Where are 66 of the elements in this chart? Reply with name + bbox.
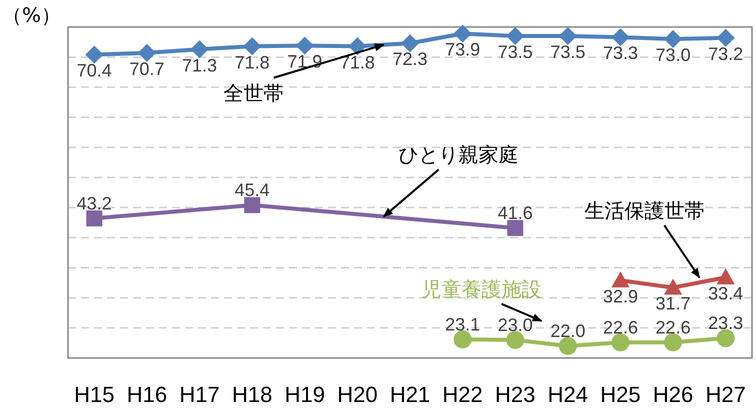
data-label: 71.8 xyxy=(234,52,270,72)
data-label: 45.4 xyxy=(234,180,270,200)
data-label: 43.2 xyxy=(76,193,112,214)
point xyxy=(296,36,314,55)
series-label: 児童養護施設 xyxy=(422,276,542,301)
data-label: 70.4 xyxy=(76,60,112,81)
point xyxy=(611,333,630,352)
data-label: 31.7 xyxy=(656,294,691,314)
data-label: 23.0 xyxy=(498,314,533,335)
data-label: 73.5 xyxy=(550,42,586,62)
data-label: 23.3 xyxy=(708,313,744,334)
data-label: 70.7 xyxy=(129,58,164,79)
x-tick-label: H20 xyxy=(337,382,378,407)
point xyxy=(664,278,682,295)
x-tick-label: H16 xyxy=(126,382,168,407)
text: ひとり親家庭 xyxy=(398,142,519,167)
point xyxy=(243,37,262,56)
point xyxy=(506,27,524,46)
data-label: 23.1 xyxy=(445,314,480,334)
data-label: 71.3 xyxy=(182,55,218,76)
data-label: 73.0 xyxy=(656,45,691,66)
x-tick-label: H19 xyxy=(284,382,325,407)
point xyxy=(558,27,577,46)
x-tick-label: H26 xyxy=(652,382,694,407)
point xyxy=(716,28,735,47)
x-tick-label: H25 xyxy=(600,382,641,407)
point xyxy=(401,34,419,52)
x-tick-label: H22 xyxy=(442,382,483,407)
point xyxy=(507,220,524,236)
x-tick-label: H23 xyxy=(495,382,536,407)
point xyxy=(716,329,735,348)
point xyxy=(664,333,682,352)
x-tick-label: H27 xyxy=(706,382,746,407)
data-label: 72.3 xyxy=(392,49,428,70)
point xyxy=(138,44,156,62)
data-label: 73.9 xyxy=(445,40,480,60)
x-tick-label: H17 xyxy=(179,382,220,407)
point xyxy=(454,24,472,43)
x-tick-label: H24 xyxy=(548,382,588,407)
data-label: 33.4 xyxy=(708,283,744,304)
point xyxy=(611,28,630,46)
series-label: 全世帯 xyxy=(224,80,284,105)
x-tick-label: H21 xyxy=(390,382,430,407)
data-label: 22.6 xyxy=(656,317,691,338)
data-label: 73.3 xyxy=(602,43,638,64)
point xyxy=(86,210,102,226)
point xyxy=(611,271,630,288)
point xyxy=(244,197,260,214)
x-tick-label: H15 xyxy=(74,382,114,407)
x-tick-label: H18 xyxy=(232,382,272,407)
point xyxy=(190,40,209,58)
point xyxy=(454,330,472,348)
point xyxy=(348,37,366,56)
data-label: 73.2 xyxy=(708,44,744,64)
text: 生活保護世帯 xyxy=(584,198,704,222)
y-axis-title: （%） xyxy=(2,3,62,27)
point xyxy=(558,336,577,355)
data-label: 22.0 xyxy=(550,320,586,341)
point xyxy=(716,268,735,284)
data-label: 22.6 xyxy=(602,317,638,338)
data-label: 73.5 xyxy=(498,42,533,62)
point xyxy=(506,330,524,349)
data-label: 32.9 xyxy=(602,286,638,306)
data-label: 41.6 xyxy=(498,203,533,224)
point xyxy=(664,30,682,48)
point xyxy=(85,46,104,64)
